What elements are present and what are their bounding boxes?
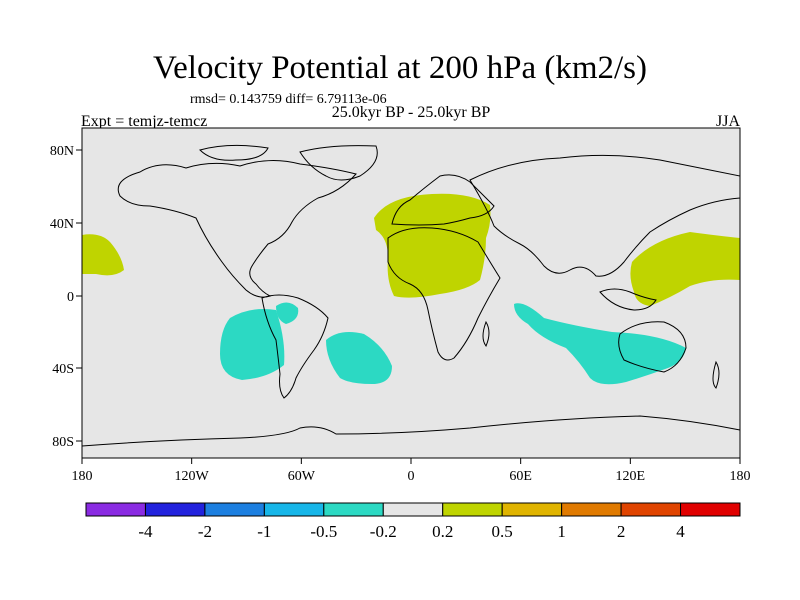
subtitle: 25.0kyr BP - 25.0kyr BP [331, 104, 491, 121]
west-pacific-positive-patch [630, 232, 740, 306]
x-tick-label: 180 [730, 469, 751, 484]
coast-australia [618, 321, 687, 373]
coast-greenland [299, 145, 378, 181]
colorbar-swatch [85, 502, 146, 517]
colorbar-swatch [561, 502, 622, 517]
colorbar-swatch [263, 502, 325, 517]
coast-antarctica [81, 415, 741, 447]
stats-line: rmsd= 0.143759 diff= 6.79113e-06 [190, 92, 387, 107]
colorbar-swatch [204, 502, 265, 517]
colorbar-swatch [382, 502, 444, 517]
colorbar-labels: -4 -2 -1 -0.5 -0.2 0.2 0.5 1 2 4 [138, 522, 685, 541]
coast-africa [387, 227, 501, 361]
y-tick-label: 40N [50, 217, 74, 232]
coastlines [81, 144, 741, 447]
colorbar-label: -0.5 [310, 522, 337, 541]
colorbar-swatch [442, 502, 503, 517]
x-tick-label: 120W [175, 469, 210, 484]
coast-new-zealand [712, 360, 720, 389]
south-america-negative-patch [276, 302, 299, 324]
coast-arctic-islands [199, 144, 269, 161]
y-tick-label: 0 [67, 290, 74, 305]
x-tick-label: 60E [509, 469, 532, 484]
pacific-positive-patch [82, 234, 124, 276]
coast-europe [391, 174, 495, 226]
colorbar-label: 2 [617, 522, 626, 541]
colorbar-label: -4 [138, 522, 153, 541]
map-title: Velocity Potential at 200 hPa (km2/s) [152, 50, 648, 86]
colorbar-label: 1 [557, 522, 566, 541]
indian-ocean-negative-patch [514, 303, 686, 385]
colorbar-swatch [144, 502, 206, 517]
colorbar-label: 0.2 [432, 522, 453, 541]
colorbar-label: -0.2 [370, 522, 397, 541]
south-atlantic-negative-patch [326, 332, 392, 384]
experiment-label: Expt = temjz-temcz [81, 113, 208, 130]
colorbar-swatch [620, 502, 682, 517]
y-tick-label: 40S [52, 362, 74, 377]
south-pacific-negative-patch [220, 309, 285, 380]
y-tick-label: 80S [52, 435, 74, 450]
africa-europe-positive-patch [374, 193, 491, 298]
coast-maritime-continent [599, 288, 657, 311]
colorbar-swatch [680, 502, 741, 517]
y-tick-label: 80N [50, 144, 74, 159]
colorbar-label: 4 [676, 522, 685, 541]
coast-south-america [261, 294, 329, 399]
coast-north-america [117, 160, 357, 298]
colorbar-swatch [501, 502, 563, 517]
x-tick-label: 60W [288, 469, 316, 484]
coast-asia [469, 154, 741, 277]
colorbar [85, 502, 741, 517]
axis-ticks [76, 149, 741, 464]
x-tick-label: 180 [72, 469, 93, 484]
x-tick-label: 120E [616, 469, 646, 484]
negative-anomalies [220, 302, 686, 385]
season-label: JJA [715, 113, 740, 130]
coast-madagascar [482, 320, 490, 347]
colorbar-swatch [323, 502, 384, 517]
colorbar-label: -2 [198, 522, 212, 541]
colorbar-label: 0.5 [492, 522, 513, 541]
axis-labels: 80N 40N 0 40S 80S 180 120W 60W 0 60E 120E 180 [50, 144, 751, 484]
colorbar-label: -1 [257, 522, 271, 541]
positive-anomalies [82, 193, 740, 306]
x-tick-label: 0 [408, 469, 415, 484]
